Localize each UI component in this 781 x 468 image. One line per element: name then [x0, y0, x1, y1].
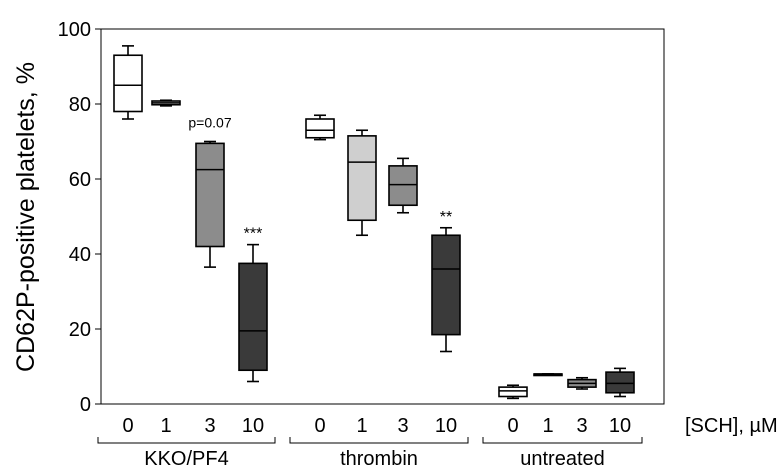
box-group-thrombin: **	[305, 114, 461, 353]
y-tick-label: 80	[69, 94, 91, 116]
group-bracket	[289, 437, 469, 444]
dose-tick-label: 3	[576, 415, 587, 437]
plot-frame	[100, 28, 665, 405]
box-iqr	[113, 54, 143, 113]
box-iqr	[238, 262, 268, 372]
box-iqr	[195, 142, 225, 248]
group-label: thrombin	[340, 448, 418, 468]
y-tick-label: 100	[58, 19, 91, 41]
box-iqr	[498, 386, 528, 398]
y-axis-label: CD62P-positive platelets, %	[12, 62, 40, 372]
significance-stars: **	[440, 209, 452, 226]
group-label: KKO/PF4	[144, 448, 228, 468]
group-bracket	[482, 437, 643, 444]
dose-tick-label: 0	[122, 415, 133, 437]
box-iqr	[605, 371, 635, 394]
y-tick-label: 60	[69, 169, 91, 191]
dose-tick-label: 10	[435, 415, 457, 437]
box-iqr	[347, 135, 377, 222]
box-group-kko-pf4: p=0.07 ***	[113, 45, 268, 383]
dose-tick-label: 1	[356, 415, 367, 437]
dose-tick-label: 1	[160, 415, 171, 437]
boxes-layer: p=0.07*****	[113, 45, 635, 400]
significance-stars: ***	[244, 226, 263, 243]
dose-tick-label: 3	[397, 415, 408, 437]
y-tick-label: 0	[80, 394, 91, 416]
dose-tick-label: 0	[314, 415, 325, 437]
box-iqr	[388, 165, 418, 207]
y-tick-label: 20	[69, 319, 91, 341]
dose-tick-label: 0	[507, 415, 518, 437]
p-value-annotation: p=0.07	[188, 115, 231, 131]
dose-tick-label: 3	[204, 415, 215, 437]
box-group-untreated	[498, 367, 635, 400]
box-iqr	[305, 118, 335, 139]
box-iqr	[431, 234, 461, 336]
y-tick-label: 40	[69, 244, 91, 266]
y-axis: 0 20 40 60 80 100	[58, 19, 101, 416]
x-axis-label: [SCH], µM	[685, 415, 778, 437]
group-label: untreated	[520, 448, 605, 468]
dose-tick-label: 10	[609, 415, 631, 437]
group-bracket	[97, 437, 276, 444]
dose-tick-label: 10	[242, 415, 264, 437]
dose-tick-label: 1	[542, 415, 553, 437]
